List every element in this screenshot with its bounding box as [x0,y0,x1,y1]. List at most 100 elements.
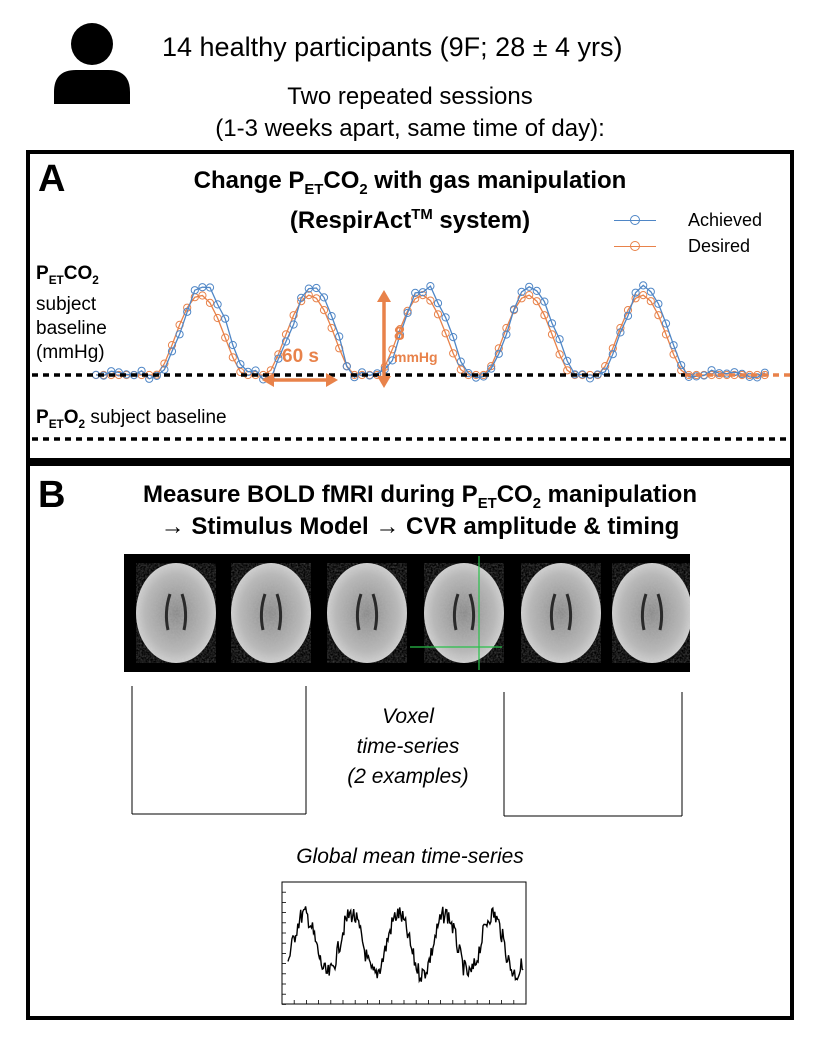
desired-point [623,306,633,315]
desired-point [304,291,313,300]
achieved-point [441,313,450,322]
achieved-point [464,369,473,378]
achieved-point [418,288,427,297]
desired-point [221,333,230,342]
achieved-point [623,311,633,320]
desired-point [502,323,511,333]
achieved-point [608,350,617,359]
peto2-sub2: 2 [78,417,86,431]
panel-a-title: Change PETCO2 with gas manipulation [90,166,730,205]
panel-b-title-sub2: 2 [532,495,541,512]
panel-a-subtitle-suffix: system) [432,207,531,234]
achieved-point [312,283,321,293]
amplitude-arrow [377,290,391,388]
desired-point [639,291,648,300]
achieved-point [494,349,503,358]
desired-point [555,350,564,359]
achieved-point [509,305,519,314]
voxel-line3: (2 examples) [347,765,469,788]
panel-a-title-prefix: Change P [193,167,305,194]
achieved-point [661,319,671,328]
petco2-label: PETCO2 subject baseline (mmHg) [36,262,107,365]
desired-point [601,362,610,371]
ventricle [452,593,476,631]
brain-slice-texture [612,563,692,663]
panel-b-title-prefix: Measure BOLD fMRI during P [143,481,478,508]
annotation-60s: 60 s [282,346,319,367]
achieved-point [639,281,648,290]
panel-b-title-sub: ET [477,495,497,512]
achieved-point [221,314,230,323]
desired-point [205,298,215,308]
petco2-co: CO [63,263,93,284]
desired-point [547,330,557,339]
achieved-point [243,367,253,376]
achieved-point [631,288,640,297]
achieved-point [297,293,306,303]
achieved-point [677,361,686,370]
achieved-point [616,328,625,337]
legend-desired-marker [630,241,640,251]
panel-a-letter: A [38,158,66,200]
panel-b-title-mid: CO [496,481,533,508]
ventricle [549,593,573,631]
achieved-point [167,347,177,356]
global-mean-label: Global mean time-series [296,845,524,868]
time-arrow [262,373,338,387]
brain-slice-texture [424,563,504,663]
participants-text: 14 healthy participants (9F; 28 ± 4 yrs) [162,32,623,62]
petco2-sub2: 2 [92,273,99,287]
achieved-point [456,357,465,366]
achieved-point [228,340,237,350]
achieved-point [213,300,222,309]
voxel-timeseries-2 [500,690,683,817]
achieved-point [540,297,549,306]
desired-point [517,294,526,303]
achieved-point [327,312,336,321]
legend-desired-label: Desired [688,236,751,256]
brain-slices-image [124,554,692,672]
achieved-point [388,356,397,365]
desired-point [411,294,420,303]
desired-point [494,344,503,353]
desired-point [608,344,617,353]
person-icon [52,22,132,104]
panel-b-title: Measure BOLD fMRI during PETCO2 manipula… [80,480,760,519]
desired-point [456,365,465,374]
achieved-point [289,320,298,329]
achieved-point [319,293,329,302]
achieved-point [281,337,291,346]
achieved-point [555,335,564,344]
achieved-point [183,307,192,316]
achieved-point [502,330,511,339]
achieved-point [433,299,443,308]
petco2-line4: (mmHg) [36,341,105,363]
sessions-line-2: (1-3 weeks apart, same time of day): [215,115,605,142]
achieved-point [395,330,405,339]
petco2-sub: ET [48,273,64,287]
ventricle [259,593,283,631]
achieved-point [175,330,184,339]
desired-point [540,311,549,320]
brain-slice-texture [521,563,601,663]
desired-point [228,353,237,362]
achieved-point [426,281,435,291]
desired-point [433,310,443,319]
annotation-8: 8 [394,324,405,345]
peto2-label: PETO2 subject baseline [36,406,227,437]
panel-a-title-suffix: with gas manipulation [367,167,627,194]
annotation-mmhg: mmHg [394,349,438,365]
desired-point [198,291,207,300]
peto2-o: O [63,407,79,428]
legend-achieved-label: Achieved [688,210,763,230]
achieved-point [585,374,595,383]
global-mean-timeseries [281,881,527,1005]
desired-point [646,297,655,306]
achieved-point [669,341,678,350]
desired-point [167,341,177,350]
panel-b: B Measure BOLD fMRI during PETCO2 manipu… [26,462,794,1020]
panel-a-title-mid: CO [323,167,360,194]
petco2-line3: baseline [36,317,107,339]
ventricle [355,593,379,631]
panel-b-subtitle: → Stimulus Model → CVR amplitude & timin… [160,513,680,540]
